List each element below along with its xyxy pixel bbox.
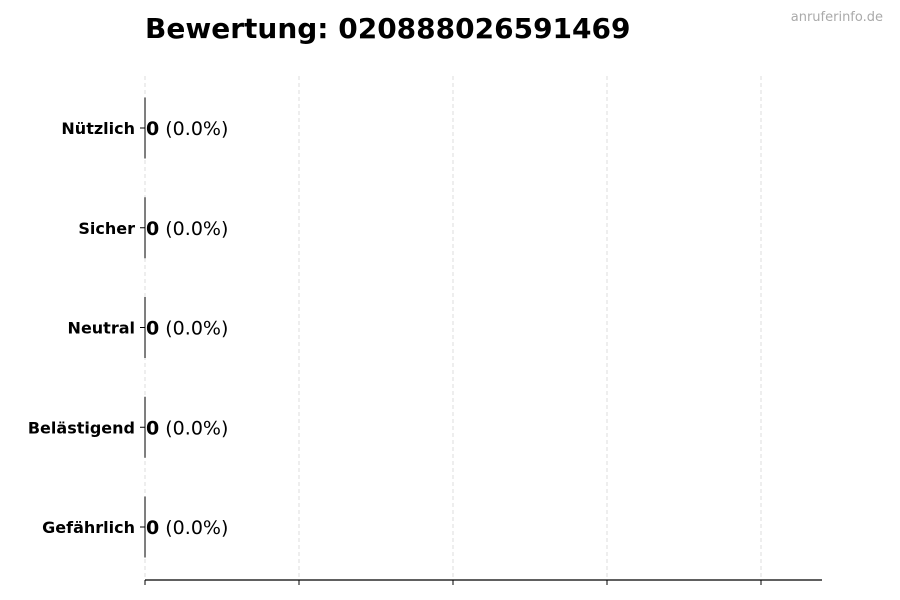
value-count: 0 (146, 417, 159, 439)
value-count: 0 (146, 318, 159, 340)
value-percent: (0.0%) (159, 118, 228, 140)
value-count: 0 (146, 517, 159, 539)
value-count: 0 (146, 118, 159, 140)
value-percent: (0.0%) (159, 417, 228, 439)
value-label: 0 (0.0%) (146, 318, 228, 340)
value-label: 0 (0.0%) (146, 517, 228, 539)
category-label: Gefährlich (42, 518, 135, 537)
value-label: 0 (0.0%) (146, 417, 228, 439)
value-label: 0 (0.0%) (146, 118, 228, 140)
watermark: anruferinfo.de (790, 10, 883, 25)
value-percent: (0.0%) (159, 318, 228, 340)
category-label: Neutral (68, 319, 135, 338)
value-percent: (0.0%) (159, 218, 228, 240)
value-percent: (0.0%) (159, 517, 228, 539)
chart-title: Bewertung: 020888026591469 (145, 12, 631, 45)
category-label: Belästigend (28, 418, 135, 437)
value-count: 0 (146, 218, 159, 240)
category-label: Sicher (78, 219, 135, 238)
category-label: Nützlich (61, 119, 135, 138)
value-label: 0 (0.0%) (146, 218, 228, 240)
